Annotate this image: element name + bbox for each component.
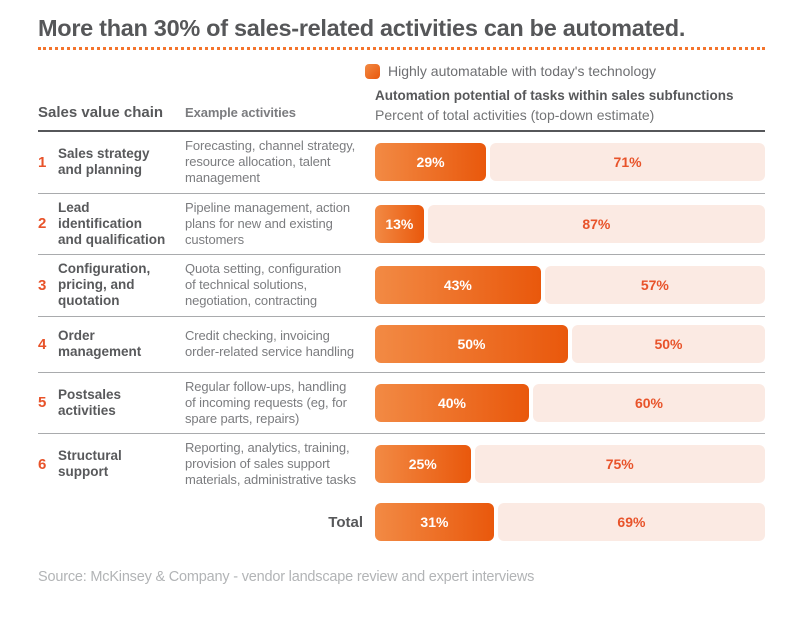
row-activities: Regular follow-ups, handling of incoming… [185,378,347,426]
bar-automatable: 13% [375,204,424,243]
bar-remainder: 57% [544,266,765,305]
row-number: 6 [38,455,47,473]
row-number: 2 [38,215,47,233]
total-bar-remainder: 69% [497,503,765,542]
chart-heading: Automation potential of tasks within sal… [375,88,765,123]
row-number: 3 [38,276,47,294]
stacked-bar: 43% 57% [375,266,765,305]
infographic-page: More than 30% of sales-related activitie… [38,15,765,586]
legend: Highly automatable with today's technolo… [365,63,765,79]
row-activities: Credit checking, invoicing order-related… [185,328,354,360]
stacked-bar: 25% 75% [375,445,765,484]
row-activities: Pipeline management, action plans for ne… [185,199,350,247]
row-activities: Forecasting, channel strategy, resource … [185,138,356,186]
page-title: More than 30% of sales-related activitie… [38,15,686,41]
stacked-bar: 40% 60% [375,383,765,422]
table-row: 2 Lead identification and qualification … [38,194,765,256]
table-header: Sales value chain Example activities Aut… [38,88,765,123]
total-row: Total 31% 69% [38,494,765,550]
row-label: Order management [58,327,142,360]
bar-remainder: 75% [474,445,765,484]
header-rule [38,130,765,133]
title-divider [38,47,765,51]
table-row: 5 Postsales activities Regular follow-up… [38,373,765,434]
bar-remainder: 50% [572,325,765,364]
stacked-bar: 13% 87% [375,204,765,243]
row-number: 4 [38,335,47,353]
bar-automatable: 25% [375,445,471,484]
column-header-activities: Example activities [185,105,296,121]
row-number: 1 [38,153,47,171]
row-number: 5 [38,394,47,412]
row-label: Structural support [58,447,122,480]
bar-remainder: 60% [533,383,765,422]
bar-automatable: 50% [375,325,568,364]
row-activities: Reporting, analytics, training, provisio… [185,439,357,488]
chart-heading-title: Automation potential of tasks within sal… [375,88,734,104]
column-header-value-chain: Sales value chain [38,104,164,122]
legend-swatch-icon [365,63,380,79]
row-label: Postsales activities [58,386,122,418]
chart-heading-subtitle: Percent of total activities (top-down es… [375,107,655,124]
total-bar-automatable: 31% [375,503,494,542]
table-row: 3 Configuration, pricing, and quotation … [38,255,765,317]
table-row: 6 Structural support Reporting, analytic… [38,434,765,494]
legend-label: Highly automatable with today's technolo… [388,63,657,80]
stacked-bar: 29% 71% [375,143,765,182]
bar-remainder: 71% [490,143,765,182]
bar-automatable: 43% [375,266,541,305]
table-body: 1 Sales strategy and planning Forecastin… [38,132,765,494]
total-stacked-bar: 31% 69% [375,503,765,542]
row-label: Configuration, pricing, and quotation [58,261,151,309]
table-row: 1 Sales strategy and planning Forecastin… [38,132,765,194]
bar-automatable: 40% [375,383,529,422]
table-row: 4 Order management Credit checking, invo… [38,317,765,373]
row-label: Sales strategy and planning [58,146,150,178]
total-label: Total [328,513,363,531]
row-label: Lead identification and qualification [58,199,166,247]
source-note: Source: McKinsey & Company - vendor land… [38,569,535,586]
bar-automatable: 29% [375,143,487,182]
bar-remainder: 87% [427,204,765,243]
row-activities: Quota setting, configuration of technica… [185,261,342,309]
stacked-bar: 50% 50% [375,325,765,364]
